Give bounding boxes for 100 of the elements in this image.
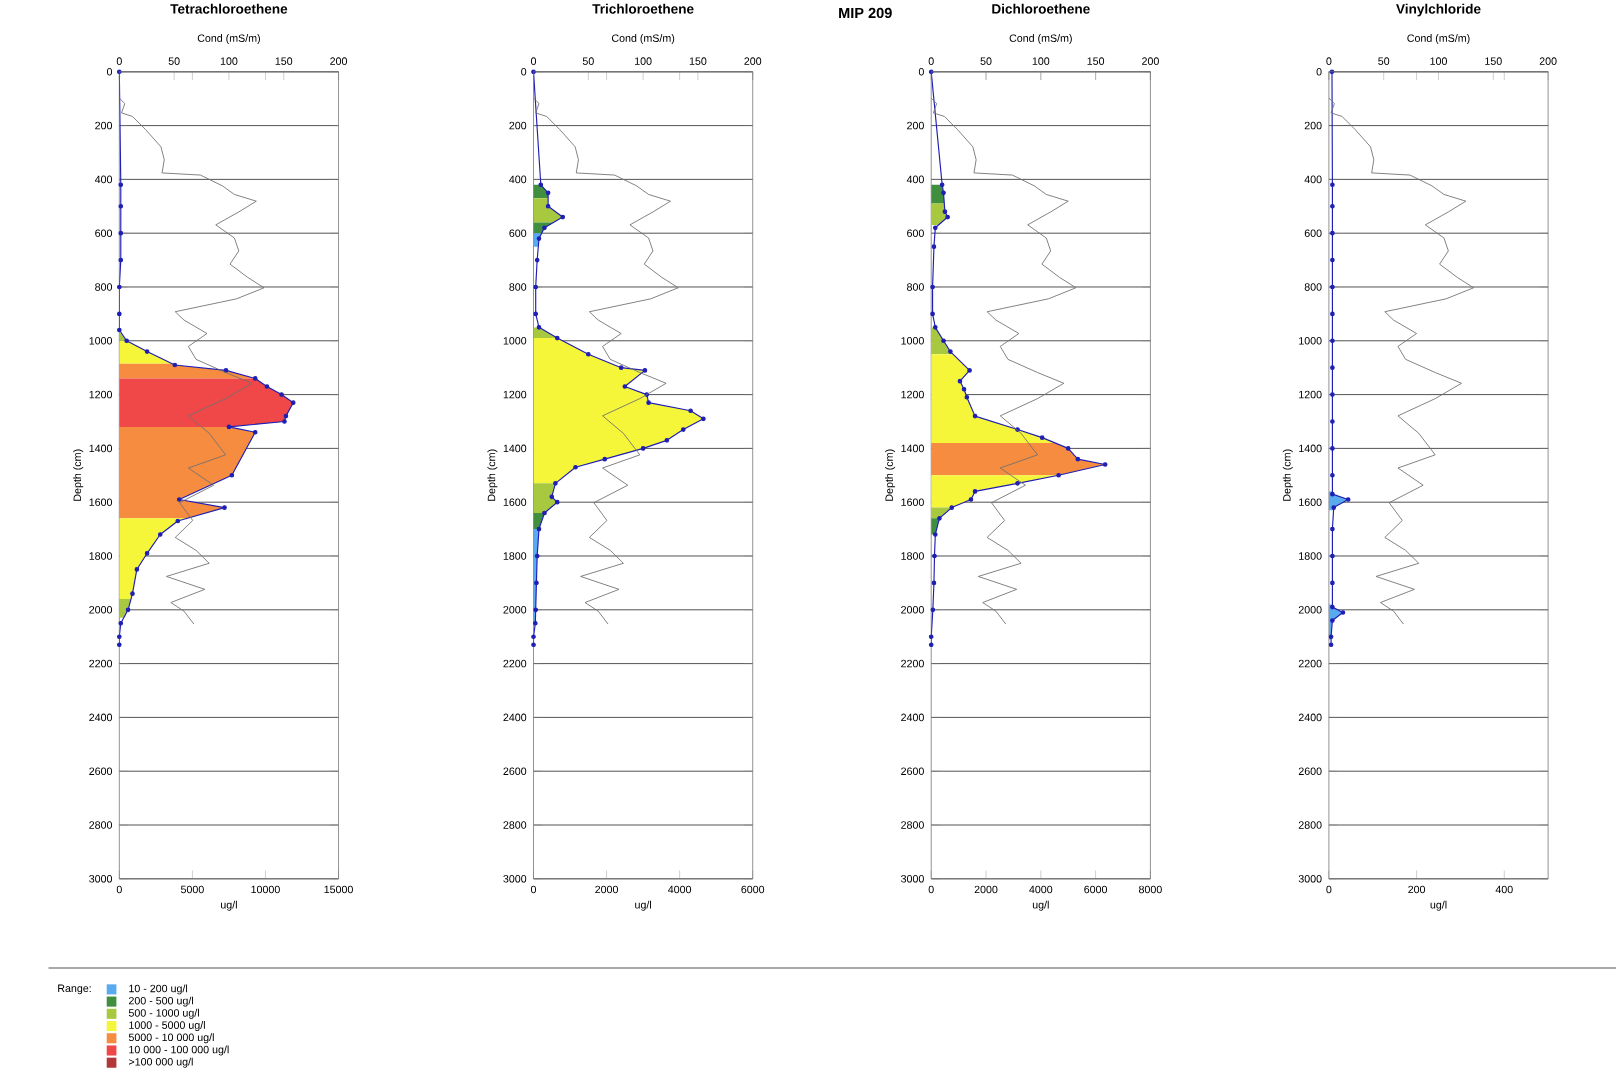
y-tick-label: 2200 [503,659,527,668]
y-tick-label: 400 [1304,175,1322,183]
y-tick-label: 1000 [503,336,527,345]
x2-tick-label: 50 [168,57,180,65]
x2-tick-label: 50 [980,57,992,65]
y-tick-label: 2200 [89,659,113,668]
x2-tick-label: 0 [928,57,934,65]
y-tick-label: 1800 [901,552,924,560]
category-label: 200 - 500 ug/l [128,996,193,1007]
x2-tick-label: 0 [1326,57,1332,65]
y-tick-label: 800 [1304,283,1322,291]
y-tick-label: 1800 [1299,552,1322,560]
x-axis-title: ug/l [1032,900,1049,911]
x-tick-label: 2000 [974,885,998,893]
y-tick-label: 1200 [1299,390,1322,399]
x-tick-label: 4000 [1029,885,1053,893]
y-tick-label: 0 [918,67,924,76]
x-tick-label: 8000 [1138,885,1162,893]
x-axis-title: ug/l [635,900,652,911]
y-tick-label: 2400 [503,713,527,721]
x-tick-label: 4000 [668,885,692,893]
x2-tick-label: 0 [530,57,537,65]
category-label: 10 - 200 ug/l [129,984,188,995]
x-tick-label: 0 [928,885,934,893]
x-axis-title: ug/l [221,900,237,911]
category-label: 10 000 - 100 000 ug/l [129,1045,229,1056]
y-tick-label: 1800 [89,552,113,560]
x2-tick-label: 200 [1539,57,1557,65]
y-tick-label: 2200 [1298,659,1322,668]
x-axis-title: ug/l [1430,900,1447,911]
x-tick-label: 6000 [741,885,765,893]
y-tick-label: 1000 [89,336,113,345]
y-tick-label: 1200 [89,390,113,399]
category-label: >100 000 ug/l [128,1057,193,1068]
y-tick-label: 1200 [901,390,924,399]
x-tick-label: 15000 [324,885,353,893]
chart-title: Trichloroethene [592,3,694,14]
y-tick-label: 0 [521,67,527,76]
chart-title: Dichloroethene [992,3,1090,14]
x2-tick-label: 150 [1087,57,1105,65]
x-tick-label: 0 [116,885,122,893]
x-tick-label: 10000 [251,885,280,893]
legend-title: Range: [58,984,91,994]
category-label: 500 - 1000 ug/l [128,1008,199,1019]
y-tick-label: 200 [509,121,527,130]
x2-tick-label: 50 [1378,57,1390,65]
y-tick-label: 1800 [503,552,527,560]
y-tick-label: 2400 [1298,713,1322,721]
x2-axis-title: Cond (mS/m) [197,33,260,44]
y-tick-label: 2200 [901,659,924,668]
x2-axis-title: Cond (mS/m) [1407,33,1470,44]
x2-tick-label: 200 [330,57,348,65]
y-tick-label: 800 [509,283,527,291]
y-tick-label: 1600 [901,498,924,506]
x2-tick-label: 150 [275,57,293,65]
y-tick-label: 1400 [901,444,924,452]
x-tick-label: 5000 [180,885,204,893]
y-tick-label: 2800 [901,821,924,829]
chart-title: Tetrachloroethene [170,3,288,14]
y-tick-label: 2400 [89,713,113,721]
y-tick-label: 600 [907,229,924,237]
x-tick-label: 0 [530,885,537,893]
category-label: 5000 - 10 000 ug/l [128,1033,214,1044]
x2-tick-label: 150 [1485,57,1502,65]
y-tick-label: 2000 [89,605,113,614]
y-tick-label: 600 [95,229,113,237]
y-tick-label: 200 [907,121,924,130]
text: MIP 209 [839,7,892,18]
x2-axis-title: Cond (mS/m) [1009,33,1072,44]
y-tick-label: 2000 [1298,605,1322,614]
y-tick-label: 2800 [503,821,527,829]
y-tick-label: 200 [1304,121,1322,130]
x2-tick-label: 100 [1430,57,1447,65]
y-tick-label: 2600 [901,767,924,775]
x2-tick-label: 200 [1142,57,1159,65]
y-tick-label: 3000 [503,874,527,883]
y-tick-label: 3000 [1298,874,1322,883]
category-label: 1000 - 5000 ug/l [129,1020,205,1031]
y-tick-label: 2400 [901,713,924,721]
y-tick-label: 1400 [89,444,113,452]
y-tick-label: 2800 [89,821,113,829]
y-tick-label: 1600 [503,498,527,506]
y-tick-label: 2600 [1298,767,1322,775]
x2-tick-label: 50 [582,57,594,65]
x2-tick-label: 200 [744,57,762,65]
y-tick-label: 0 [106,67,113,76]
y-tick-label: 1400 [1299,444,1322,452]
x-tick-label: 200 [1408,885,1426,893]
y-axis-title: Depth (cm) [885,449,896,501]
x-tick-label: 6000 [1084,885,1108,893]
y-tick-label: 1600 [89,498,113,506]
y-tick-label: 3000 [901,874,924,883]
y-tick-label: 2600 [503,767,527,775]
x-tick-label: 0 [1326,885,1332,893]
y-tick-label: 800 [95,283,113,291]
y-tick-label: 2000 [901,605,924,614]
x2-axis-title: Cond (mS/m) [611,33,675,44]
y-tick-label: 1400 [503,444,527,452]
x-tick-label: 400 [1495,885,1513,893]
x2-tick-label: 150 [689,57,707,65]
